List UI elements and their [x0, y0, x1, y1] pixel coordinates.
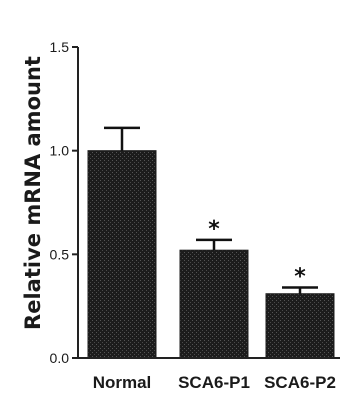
y-tick-label: 1.5	[50, 39, 70, 55]
bars	[87, 150, 335, 359]
significance-markers: **	[208, 217, 306, 290]
significance-star: *	[294, 265, 306, 290]
y-axis-title: Relative mRNA amount	[21, 56, 45, 330]
error-bars	[104, 126, 318, 294]
x-tick-label: SCA6-P2	[264, 373, 336, 392]
bar-sca6-p2	[265, 293, 335, 359]
x-tick-label: SCA6-P1	[178, 373, 250, 392]
x-tick-label: Normal	[93, 373, 152, 392]
x-axis-labels: Normal SCA6-P1 SCA6-P2	[72, 357, 340, 392]
y-tick-label: 0.0	[50, 350, 70, 366]
y-axis-ticks: 0.0 0.5 1.0 1.5	[50, 39, 78, 366]
y-tick-label: 1.0	[50, 143, 70, 159]
y-tick-label: 0.5	[50, 246, 70, 262]
bar-sca6-p1	[179, 249, 249, 359]
significance-star: *	[208, 217, 220, 242]
bar-normal	[87, 150, 157, 359]
